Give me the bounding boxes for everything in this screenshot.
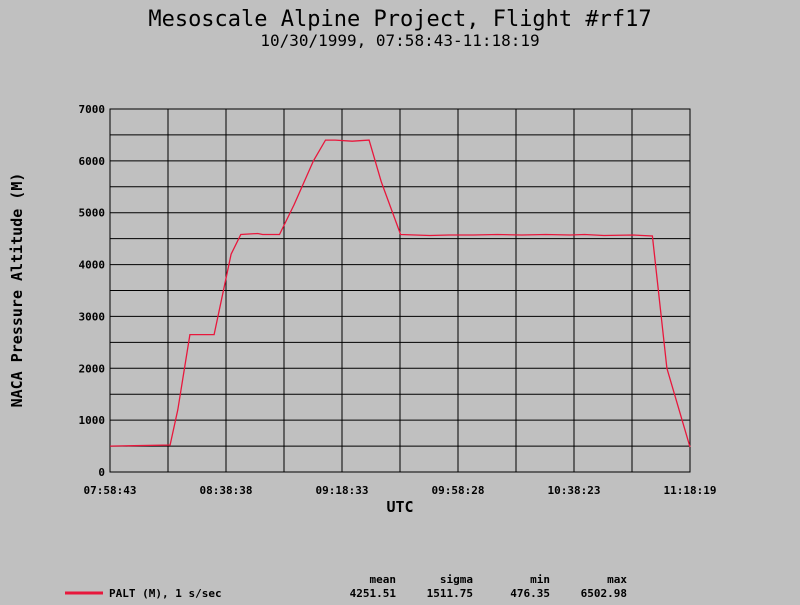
y-tick-label: 3000 bbox=[79, 310, 106, 323]
series-line-palt bbox=[109, 139, 691, 448]
stat-header-sigma: sigma bbox=[440, 573, 473, 586]
y-tick-label: 2000 bbox=[79, 362, 106, 375]
y-tick-label: 1000 bbox=[79, 414, 106, 427]
chart-subtitle: 10/30/1999, 07:58:43-11:18:19 bbox=[260, 31, 539, 50]
stat-value-mean: 4251.51 bbox=[350, 587, 397, 600]
stat-value-max: 6502.98 bbox=[581, 587, 627, 600]
stat-value-min: 476.35 bbox=[510, 587, 550, 600]
stat-header-max: max bbox=[607, 573, 627, 586]
y-tick-label: 6000 bbox=[79, 155, 106, 168]
legend: PALT (M), 1 s/sec mean sigma min max 425… bbox=[65, 573, 627, 600]
grid-lines bbox=[110, 109, 690, 472]
y-axis-ticks: 0 1000 2000 3000 4000 5000 6000 7000 bbox=[79, 103, 106, 479]
x-tick-label: 09:18:33 bbox=[316, 484, 369, 497]
x-tick-label: 08:38:38 bbox=[200, 484, 253, 497]
stat-header-mean: mean bbox=[370, 573, 397, 586]
y-tick-label: 4000 bbox=[79, 259, 106, 272]
legend-label: PALT (M), 1 s/sec bbox=[109, 587, 222, 600]
x-tick-label: 11:18:19 bbox=[664, 484, 717, 497]
stat-value-sigma: 1511.75 bbox=[427, 587, 473, 600]
x-tick-label: 10:38:23 bbox=[548, 484, 601, 497]
x-tick-label: 09:58:28 bbox=[432, 484, 485, 497]
y-tick-label: 5000 bbox=[79, 207, 106, 220]
x-axis-ticks: 07:58:43 08:38:38 09:18:33 09:58:28 10:38:23… bbox=[84, 484, 717, 497]
chart-title: Mesoscale Alpine Project, Flight #rf17 bbox=[148, 7, 651, 32]
y-tick-label: 0 bbox=[98, 466, 105, 479]
y-axis-label: NACA Pressure Altitude (M) bbox=[8, 173, 26, 408]
x-tick-label: 07:58:43 bbox=[84, 484, 137, 497]
series-group bbox=[109, 139, 691, 448]
stat-header-min: min bbox=[530, 573, 550, 586]
y-tick-label: 7000 bbox=[79, 103, 106, 116]
x-axis-label: UTC bbox=[386, 498, 413, 516]
